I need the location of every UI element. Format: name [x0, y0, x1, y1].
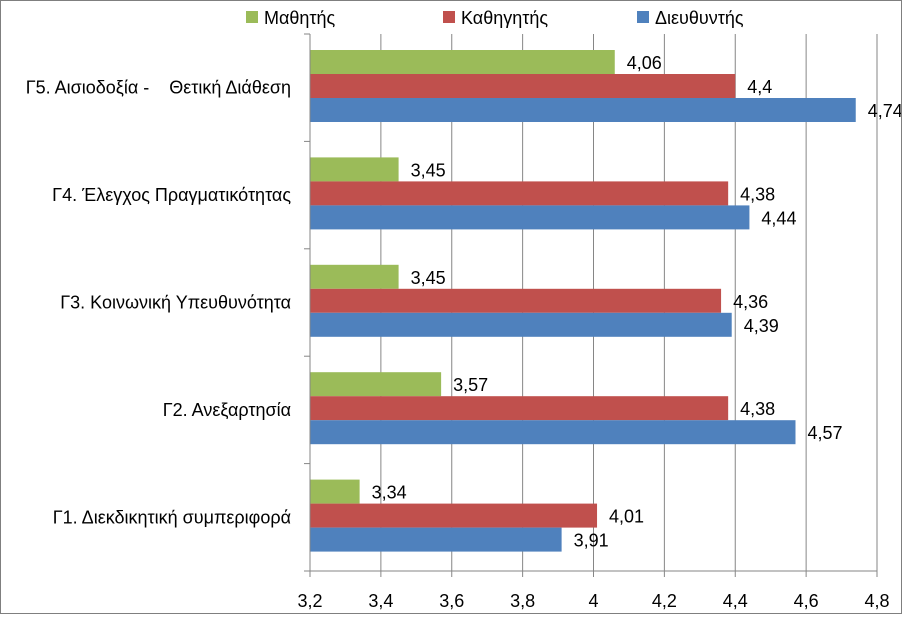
bars — [310, 50, 856, 552]
data-labels: 4,06 4,4 4,74 3,45 4,38 4,44 3,45 4,36 4,39 3,57 4… — [372, 53, 902, 551]
bar — [310, 181, 729, 206]
bar — [310, 50, 615, 74]
bar — [310, 503, 598, 528]
bar — [310, 372, 442, 397]
bar — [310, 396, 729, 421]
data-label: 3,45 — [411, 160, 446, 180]
legend-swatch — [443, 11, 455, 23]
x-tick-label: 4 — [588, 591, 598, 611]
x-tick-label: 4,6 — [794, 591, 819, 611]
data-label: 4,44 — [761, 208, 796, 228]
category-label: Γ3. Κοινωνική Υπευθυνότητα — [60, 293, 291, 313]
bar — [310, 205, 750, 230]
category-label: Γ5. Αισιοδοξία - Θετική Διάθεση — [26, 78, 291, 98]
data-label: 4,01 — [609, 507, 644, 527]
bar — [310, 527, 562, 552]
legend-swatch — [246, 11, 258, 23]
data-label: 3,34 — [372, 483, 407, 503]
data-label: 4,36 — [733, 292, 768, 312]
legend-label: Καθηγητής — [461, 8, 548, 28]
x-tick-label: 3,4 — [368, 591, 393, 611]
x-tick-label: 4,4 — [723, 591, 748, 611]
category-label: Γ4. Έλεγχος Πραγματικότητας — [52, 185, 291, 205]
x-tick-label: 3,6 — [439, 591, 464, 611]
bar — [310, 288, 722, 313]
legend-swatch — [637, 11, 649, 23]
x-tick-label: 3,2 — [297, 591, 322, 611]
data-label: 4,06 — [627, 53, 662, 73]
bar — [310, 312, 732, 337]
axes: Γ5. Αισιοδοξία - Θετική Διάθεση Γ4. Έλεγχ… — [26, 33, 890, 611]
bar — [310, 98, 856, 122]
bar — [310, 264, 399, 289]
data-label: 3,57 — [453, 375, 488, 395]
legend: Μαθητής Καθηγητής Διευθυντής — [246, 8, 744, 28]
bar — [310, 74, 736, 98]
bar — [310, 157, 399, 182]
data-label: 3,45 — [411, 268, 446, 288]
legend-label: Μαθητής — [264, 8, 336, 28]
category-label: Γ2. Ανεξαρτησία — [163, 400, 291, 420]
data-label: 4,4 — [747, 77, 772, 97]
x-tick-label: 4,2 — [652, 591, 677, 611]
data-label: 4,57 — [807, 423, 842, 443]
data-label: 4,74 — [868, 101, 901, 121]
data-label: 3,91 — [574, 531, 609, 551]
legend-label: Διευθυντής — [655, 8, 744, 28]
x-tick-label: 4,8 — [864, 591, 889, 611]
x-tick-label: 3,8 — [510, 591, 535, 611]
bar — [310, 479, 360, 504]
bar — [310, 420, 796, 445]
data-label: 4,39 — [744, 316, 779, 336]
data-label: 4,38 — [740, 399, 775, 419]
data-label: 4,38 — [740, 184, 775, 204]
category-label: Γ1. Διεκδικητική συμπεριφορά — [53, 507, 291, 527]
